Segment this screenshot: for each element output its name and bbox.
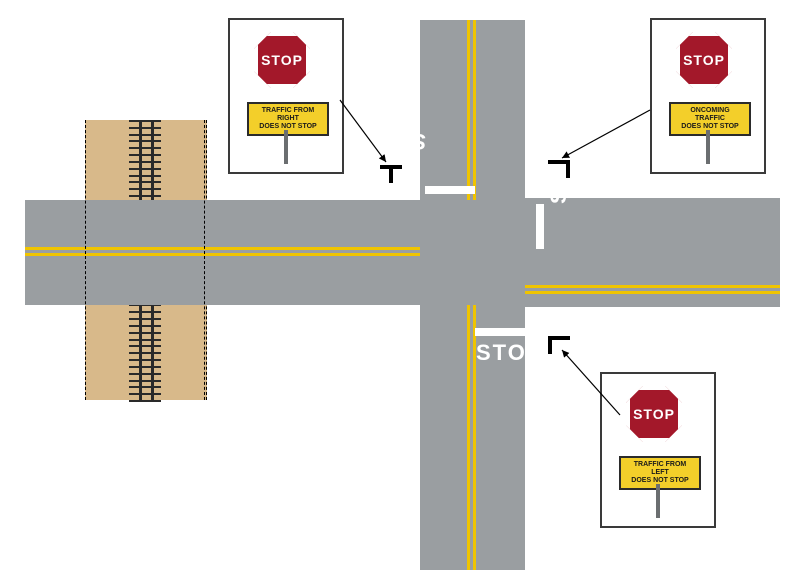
stop-sign-icon: STOP [676,32,732,88]
rail-tie [129,359,161,361]
rail-tie [129,147,161,149]
callout-nw: STOP TRAFFIC FROM RIGHTDOES NOT STOP [228,18,344,174]
centerline-h [25,247,420,250]
rail-tie [129,181,161,183]
pavement-stop-north: STOP [370,128,426,154]
plaque-line1: ONCOMING TRAFFIC [675,107,745,123]
rail-tie [129,332,161,334]
pavement-stop-south: STOP [476,340,532,366]
stop-bar-south [475,328,525,336]
rail-tie [129,345,161,347]
rail-tie [129,154,161,156]
rail-tie [129,373,161,375]
rail-tie [129,311,161,313]
warning-plaque: TRAFFIC FROM RIGHTDOES NOT STOP [247,102,329,136]
rail-tie [129,386,161,388]
centerline-east [525,291,780,294]
plaque-line2: DOES NOT STOP [253,123,323,131]
rail-tie [129,318,161,320]
rail-tie [129,161,161,163]
sign-post [284,130,288,164]
rail-tie [129,140,161,142]
warning-plaque: ONCOMING TRAFFICDOES NOT STOP [669,102,751,136]
plaque-line2: DOES NOT STOP [675,123,745,131]
centerline-v [467,20,470,200]
rail-tie [129,168,161,170]
centerline-h [25,253,420,256]
warning-plaque: TRAFFIC FROM LEFTDOES NOT STOP [619,456,701,490]
callout-ne: STOP ONCOMING TRAFFICDOES NOT STOP [650,18,766,174]
centerline-v [467,305,470,570]
rail-tie [129,352,161,354]
rail-tie [129,120,161,122]
rail-tie [129,188,161,190]
rail-tie [129,195,161,197]
sign-post-ne [548,160,570,178]
sign-post-nw [380,165,402,183]
callout-se: STOP TRAFFIC FROM LEFTDOES NOT STOP [600,372,716,528]
stop-sign-icon: STOP [254,32,310,88]
rail-tie [129,393,161,395]
stop-sign-icon: STOP [626,386,682,442]
rail-tie [129,339,161,341]
sign-post-se [548,336,570,354]
plaque-line2: DOES NOT STOP [625,477,695,485]
centerline-v [473,20,476,200]
stop-bar-east [536,204,544,249]
rail-tie [129,400,161,402]
plaque-line1: TRAFFIC FROM RIGHT [253,107,323,123]
rail-tie [129,366,161,368]
sign-post [656,484,660,518]
sign-post [706,130,710,164]
rail-tie [129,380,161,382]
rail-tie [129,175,161,177]
stop-bar-north [425,186,475,194]
rail-tie [129,134,161,136]
plaque-line1: TRAFFIC FROM LEFT [625,461,695,477]
rail-tie [129,127,161,129]
centerline-east [525,285,780,288]
rail-tie [129,325,161,327]
